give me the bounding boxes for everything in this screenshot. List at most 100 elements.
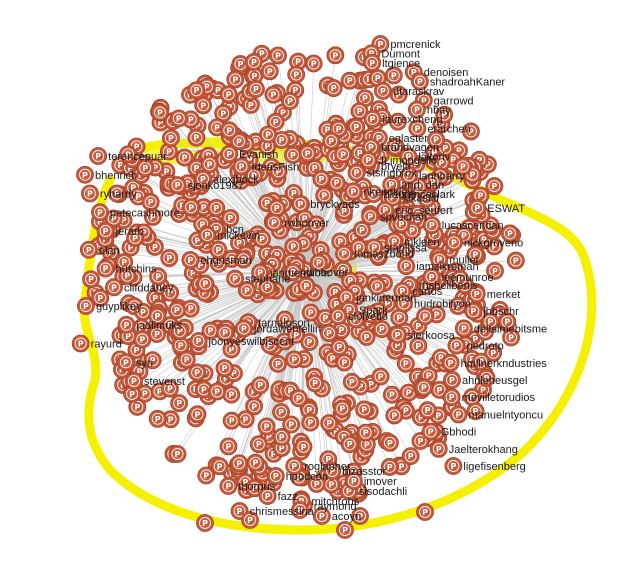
- graph-node: P: [285, 350, 304, 369]
- node-glyph: P: [287, 97, 293, 106]
- node-label-center: rwhoover: [284, 218, 330, 230]
- node-label-center: iamzikreman: [416, 261, 478, 273]
- node-ring: [131, 400, 144, 413]
- graph-node: P: [219, 437, 238, 456]
- node-label-left: petecashmore: [110, 207, 180, 219]
- graph-node: P: [230, 454, 249, 473]
- graph-node: P: [289, 389, 308, 408]
- node-ring: [505, 331, 518, 344]
- node-label-center: clolvetio: [348, 311, 388, 323]
- graph-node: P: [312, 170, 331, 188]
- node-label-right: ESWAT: [487, 203, 525, 215]
- node-glyph: P: [336, 343, 342, 352]
- graph-node: P: [304, 54, 323, 73]
- graph-edge: [231, 271, 306, 473]
- graph-node: P: [269, 354, 287, 373]
- node-ring: [488, 180, 501, 193]
- node-glyph: P: [157, 108, 163, 117]
- graph-node: P: [442, 388, 461, 407]
- node-label-right: deltsimebitsme: [474, 323, 547, 335]
- node-label-center: cartos: [412, 286, 442, 298]
- node-glyph: P: [297, 200, 303, 209]
- graph-node: P: [297, 276, 316, 295]
- node-label-left: stevenst: [144, 376, 185, 388]
- graph-node: P: [443, 371, 461, 389]
- graph-node: P: [342, 373, 361, 391]
- hub-label: rwhoover: [303, 267, 349, 279]
- node-label-left: rayurd: [91, 339, 122, 351]
- node-glyph: P: [362, 94, 368, 103]
- graph-node: P: [340, 435, 359, 454]
- node-glyph: P: [353, 123, 359, 132]
- node-glyph: P: [305, 149, 311, 158]
- node-glyph: P: [155, 415, 161, 424]
- node-glyph: P: [398, 462, 404, 471]
- graph-node: P: [421, 422, 440, 441]
- node-glyph: P: [391, 411, 397, 420]
- node-ring: [275, 406, 288, 418]
- graph-node: P: [77, 297, 95, 315]
- node-glyph: P: [226, 442, 232, 451]
- graph-node: P: [335, 244, 353, 263]
- node-glyph: P: [363, 429, 369, 438]
- graph-node: P: [385, 406, 404, 425]
- node-glyph: P: [88, 275, 94, 284]
- node-glyph: P: [326, 329, 332, 338]
- node-glyph: P: [148, 198, 154, 207]
- node-glyph: P: [168, 415, 174, 424]
- node-glyph: P: [324, 126, 330, 135]
- graph-node: P: [466, 402, 485, 421]
- graph-node: P: [208, 382, 226, 401]
- node-glyph: P: [239, 162, 245, 171]
- node-label-center: IdeasFish: [251, 161, 299, 173]
- node-glyph: P: [256, 440, 262, 449]
- graph-node: P: [226, 70, 245, 89]
- node-glyph: P: [253, 138, 259, 147]
- node-glyph: P: [396, 314, 402, 323]
- graph-node: P: [441, 353, 460, 372]
- graph-node: P: [148, 409, 167, 428]
- node-glyph: P: [319, 385, 325, 394]
- node-glyph: P: [152, 294, 158, 303]
- node-label-bottom: thorpus: [238, 481, 275, 493]
- node-glyph: P: [232, 275, 238, 284]
- node-ring: [263, 65, 276, 78]
- node-glyph: P: [229, 417, 235, 426]
- graph-node: P: [91, 203, 109, 222]
- graph-edge: [304, 255, 478, 273]
- graph-node: P: [249, 435, 268, 454]
- node-label-center: sierkoosa: [408, 330, 456, 342]
- node-glyph: P: [168, 134, 174, 143]
- node-label-center: jordawentellin: [253, 324, 321, 336]
- node-glyph: P: [470, 307, 476, 316]
- node-glyph: P: [291, 355, 297, 364]
- node-glyph: P: [202, 519, 208, 528]
- node-glyph: P: [236, 459, 242, 468]
- node-label-center: tomaszbond: [354, 249, 414, 261]
- node-glyph: P: [336, 125, 342, 134]
- node-glyph: P: [306, 338, 312, 347]
- node-glyph: P: [366, 319, 372, 328]
- node-label-right: merket: [487, 289, 521, 301]
- node-glyph: P: [469, 393, 475, 402]
- graph-node: P: [444, 457, 463, 475]
- graph-node: P: [247, 80, 265, 98]
- graph-node: P: [198, 226, 217, 244]
- graph-node: P: [79, 240, 98, 259]
- graph-node: P: [169, 109, 188, 128]
- node-glyph: P: [248, 101, 254, 110]
- graph-node: P: [117, 315, 136, 334]
- node-glyph: P: [275, 51, 281, 60]
- node-glyph: P: [83, 302, 89, 311]
- node-glyph: P: [203, 471, 209, 480]
- node-glyph: P: [331, 84, 337, 93]
- node-glyph: P: [352, 157, 358, 166]
- node-glyph: P: [87, 190, 93, 199]
- graph-node: P: [336, 521, 354, 539]
- node-glyph: P: [267, 67, 273, 76]
- node-circle: [219, 437, 238, 456]
- node-glyph: P: [188, 115, 194, 124]
- node-glyph: P: [341, 358, 347, 367]
- node-glyph: P: [103, 227, 109, 236]
- graph-node: P: [356, 423, 375, 442]
